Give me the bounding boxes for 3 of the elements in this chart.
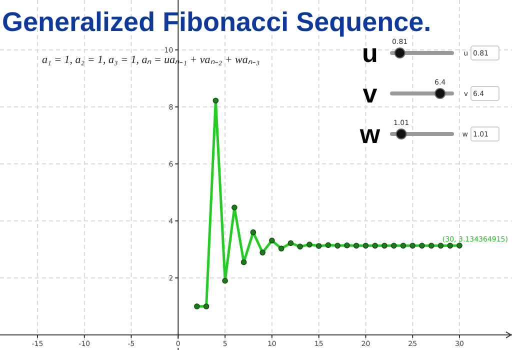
annotation: w bbox=[358, 119, 381, 149]
annotation: u bbox=[362, 38, 378, 68]
annotation: v bbox=[362, 78, 378, 108]
